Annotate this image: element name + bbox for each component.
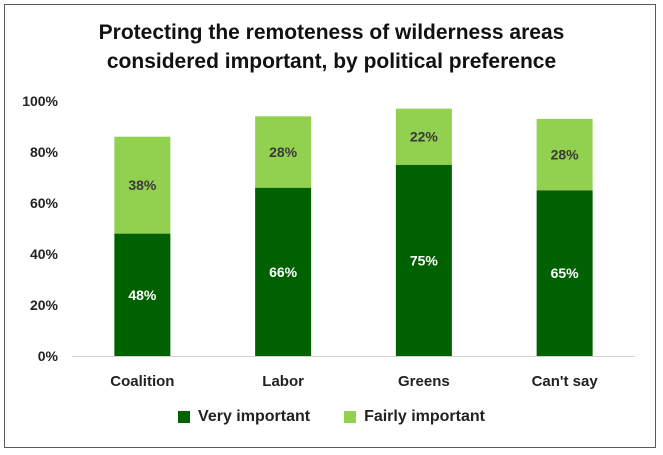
legend-item-fairly-important: Fairly important (344, 408, 485, 426)
data-label: 66% (269, 264, 298, 280)
data-label: 65% (551, 265, 580, 281)
x-tick-label: Greens (398, 373, 450, 390)
chart-title-line-2: considered important, by political prefe… (106, 50, 557, 73)
x-tick-label: Can't say (532, 373, 599, 390)
chart-title: Protecting the remoteness of wilderness … (0, 18, 663, 76)
data-label: 28% (551, 147, 580, 163)
y-tick-label: 60% (30, 195, 59, 211)
y-tick-label: 100% (22, 93, 58, 109)
data-label: 75% (410, 252, 439, 268)
legend-label-fairly-important: Fairly important (364, 408, 485, 425)
data-label: 28% (269, 144, 298, 160)
bar-segment-fairly-important (536, 118, 593, 191)
bar-segment-very-important (536, 190, 593, 356)
legend-item-very-important: Very important (178, 408, 310, 426)
legend-swatch-very-important (178, 411, 191, 423)
bar-segment-very-important (114, 233, 171, 356)
x-tick-label: Coalition (110, 373, 174, 390)
bar-segment-fairly-important (255, 116, 312, 188)
y-tick-label: 80% (30, 144, 59, 160)
bar-segment-fairly-important (395, 108, 452, 165)
bar-segment-very-important (395, 164, 452, 356)
legend-swatch-fairly-important (344, 411, 357, 423)
data-label: 22% (410, 129, 439, 145)
y-tick-label: 20% (30, 297, 59, 313)
data-label: 38% (128, 177, 157, 193)
bar-segment-very-important (255, 187, 312, 356)
legend-label-very-important: Very important (198, 408, 311, 425)
y-tick-label: 0% (38, 348, 59, 364)
bar-segment-fairly-important (114, 136, 171, 234)
chart-title-line-1: Protecting the remoteness of wilderness … (98, 21, 565, 44)
data-label: 48% (128, 287, 157, 303)
chart-legend: Very important Fairly important (0, 408, 663, 426)
y-tick-label: 40% (30, 246, 59, 262)
x-tick-label: Labor (262, 373, 304, 390)
